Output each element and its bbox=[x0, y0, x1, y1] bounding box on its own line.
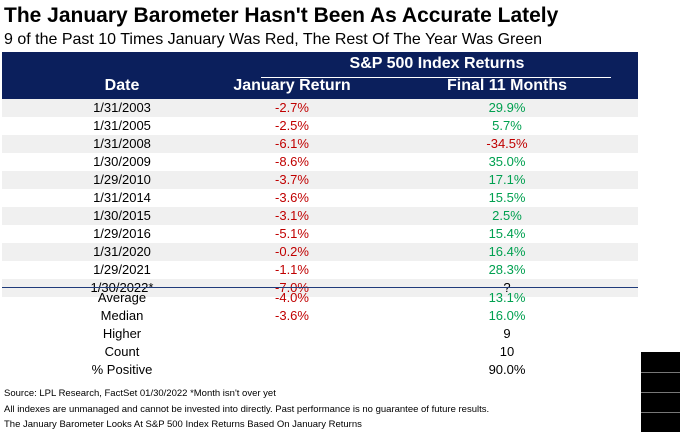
summary-label: Average bbox=[97, 290, 147, 305]
january-return-cell: -5.1% bbox=[275, 226, 309, 241]
table-row: 1/29/2021 -1.1% 28.3% bbox=[2, 261, 638, 279]
date-cell: 1/31/2003 bbox=[93, 100, 151, 115]
black-corner-block bbox=[641, 352, 680, 432]
table-header: S&P 500 Index Returns Date January Retur… bbox=[2, 52, 638, 99]
table-row: 1/31/2008 -6.1% -34.5% bbox=[2, 135, 638, 153]
page-title: The January Barometer Hasn't Been As Acc… bbox=[4, 4, 559, 27]
footer-disclaimer: All indexes are unmanaged and cannot be … bbox=[4, 404, 490, 415]
january-return-cell: -2.5% bbox=[275, 118, 309, 133]
january-return-cell: -6.1% bbox=[275, 136, 309, 151]
final-11-months-cell: 28.3% bbox=[488, 262, 526, 277]
date-cell: 1/29/2016 bbox=[93, 226, 151, 241]
summary-label: Higher bbox=[102, 326, 142, 341]
final-11-months-cell: 5.7% bbox=[492, 118, 522, 133]
table-separator bbox=[2, 287, 638, 288]
final-11-months-cell: 17.1% bbox=[488, 172, 526, 187]
group-header-label: S&P 500 Index Returns bbox=[349, 55, 525, 72]
final-11-months-cell: 29.9% bbox=[488, 100, 526, 115]
table-body: 1/31/2003 -2.7% 29.9% 1/31/2005 -2.5% 5.7% 1/3… bbox=[2, 99, 638, 297]
summary-final-value: 9 bbox=[503, 326, 511, 341]
col-header-final-11-months: Final 11 Months bbox=[446, 77, 567, 94]
table-row: 1/31/2005 -2.5% 5.7% bbox=[2, 117, 638, 135]
summary-january-value: -3.6% bbox=[275, 308, 309, 323]
table-row: 1/30/2015 -3.1% 2.5% bbox=[2, 207, 638, 225]
col-header-january-return: January Return bbox=[233, 77, 351, 94]
summary-label: % Positive bbox=[91, 362, 153, 377]
page-subtitle: 9 of the Past 10 Times January Was Red, … bbox=[4, 31, 543, 48]
final-11-months-cell: 35.0% bbox=[488, 154, 526, 169]
summary-label: Count bbox=[104, 344, 140, 359]
date-cell: 1/31/2008 bbox=[93, 136, 151, 151]
table-row: 1/31/2020 -0.2% 16.4% bbox=[2, 243, 638, 261]
january-return-cell: -3.1% bbox=[275, 208, 309, 223]
summary-final-value: 90.0% bbox=[488, 362, 526, 377]
summary-final-value: 16.0% bbox=[488, 308, 526, 323]
table-row: 1/29/2010 -3.7% 17.1% bbox=[2, 171, 638, 189]
final-11-months-cell: 15.5% bbox=[488, 190, 526, 205]
summary-section: Average -4.0% 13.1% Median -3.6% 16.0% Higher 9… bbox=[2, 289, 638, 379]
summary-final-value: 10 bbox=[499, 344, 515, 359]
summary-january-value: -4.0% bbox=[275, 290, 309, 305]
january-return-cell: -3.6% bbox=[275, 190, 309, 205]
table-row: 1/30/2009 -8.6% 35.0% bbox=[2, 153, 638, 171]
date-cell: 1/29/2010 bbox=[93, 172, 151, 187]
table-row: 1/31/2014 -3.6% 15.5% bbox=[2, 189, 638, 207]
summary-final-value: 13.1% bbox=[488, 290, 526, 305]
date-cell: 1/30/2009 bbox=[93, 154, 151, 169]
final-11-months-cell: 15.4% bbox=[488, 226, 526, 241]
final-11-months-cell: 2.5% bbox=[492, 208, 522, 223]
january-return-cell: -1.1% bbox=[275, 262, 309, 277]
col-header-date: Date bbox=[104, 77, 140, 94]
group-header-underline bbox=[261, 77, 611, 78]
footer-note: The January Barometer Looks At S&P 500 I… bbox=[4, 419, 362, 430]
summary-row: Average -4.0% 13.1% bbox=[2, 289, 638, 307]
summary-label: Median bbox=[100, 308, 144, 323]
date-cell: 1/31/2020 bbox=[93, 244, 151, 259]
january-return-cell: -8.6% bbox=[275, 154, 309, 169]
summary-row: % Positive 90.0% bbox=[2, 361, 638, 379]
table-row: 1/29/2016 -5.1% 15.4% bbox=[2, 225, 638, 243]
final-11-months-cell: -34.5% bbox=[486, 136, 528, 151]
january-return-cell: -3.7% bbox=[275, 172, 309, 187]
table-row: 1/31/2003 -2.7% 29.9% bbox=[2, 99, 638, 117]
date-cell: 1/31/2005 bbox=[93, 118, 151, 133]
date-cell: 1/29/2021 bbox=[93, 262, 151, 277]
summary-row: Higher 9 bbox=[2, 325, 638, 343]
date-cell: 1/31/2014 bbox=[93, 190, 151, 205]
summary-row: Median -3.6% 16.0% bbox=[2, 307, 638, 325]
january-return-cell: -0.2% bbox=[275, 244, 309, 259]
footer-source: Source: LPL Research, FactSet 01/30/2022… bbox=[4, 388, 276, 399]
summary-row: Count 10 bbox=[2, 343, 638, 361]
final-11-months-cell: 16.4% bbox=[488, 244, 526, 259]
january-return-cell: -2.7% bbox=[275, 100, 309, 115]
date-cell: 1/30/2015 bbox=[93, 208, 151, 223]
